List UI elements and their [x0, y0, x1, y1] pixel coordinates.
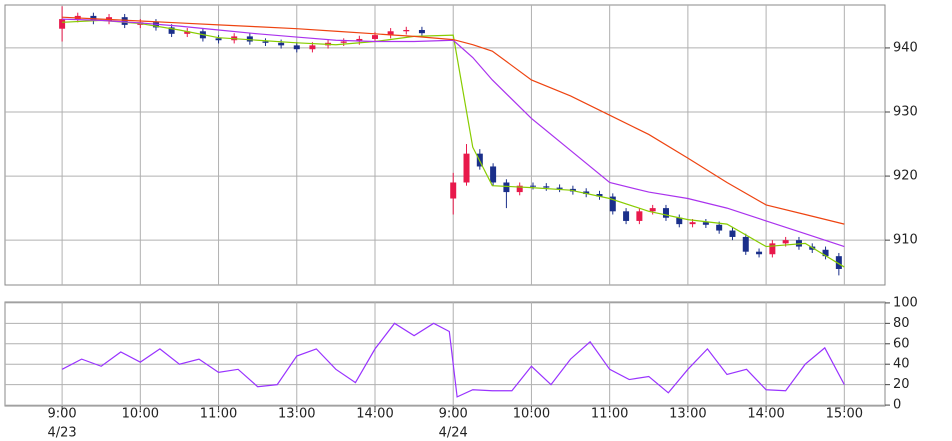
- candle-body: [371, 35, 378, 39]
- candle-body: [262, 41, 269, 43]
- y-tick-label: 20: [893, 377, 910, 392]
- y-tick-label: 930: [893, 105, 918, 120]
- y-tick-label: 80: [893, 316, 910, 331]
- plot-frame: [4, 4, 886, 286]
- candle-body: [623, 211, 630, 221]
- line: [62, 16, 845, 225]
- y-tick-label: 40: [893, 357, 910, 372]
- y-tick-label: 0: [893, 398, 901, 413]
- candle-body: [403, 29, 410, 32]
- candle-body: [756, 251, 763, 255]
- candle-body: [662, 208, 669, 218]
- candle-body: [822, 249, 829, 257]
- candle-body: [450, 182, 457, 199]
- candle-body: [835, 256, 842, 269]
- y-tick-label: 60: [893, 336, 910, 351]
- line: [62, 18, 845, 248]
- candle-body: [543, 186, 550, 188]
- x-tick-label: 9:00: [439, 407, 468, 422]
- line: [62, 19, 845, 268]
- x-tick-label: 14:00: [356, 407, 393, 422]
- candle-body: [742, 236, 749, 252]
- candle-body: [340, 41, 347, 43]
- candle-body: [676, 217, 683, 225]
- x-tick-label: 13:00: [669, 407, 706, 422]
- candle-body: [215, 38, 222, 41]
- x-date-label: 4/23: [48, 426, 77, 441]
- plot-frame: [4, 301, 886, 407]
- candle-body: [503, 182, 510, 193]
- y-tick-label: 940: [893, 40, 918, 55]
- candle-body: [59, 19, 66, 29]
- candle-body: [418, 29, 425, 34]
- candle-body: [490, 166, 497, 183]
- candle-body: [583, 191, 590, 195]
- y-tick-label: 100: [893, 295, 918, 310]
- candle-body: [168, 27, 175, 34]
- line: [61, 322, 845, 398]
- candle-body: [278, 42, 285, 46]
- candle-body: [516, 185, 523, 193]
- candle-body: [609, 196, 616, 212]
- candle-body: [702, 222, 709, 225]
- candle-body: [309, 45, 316, 50]
- x-tick-label: 15:00: [826, 407, 863, 422]
- candle-body: [556, 187, 563, 189]
- x-tick-label: 11:00: [591, 407, 628, 422]
- candle-body: [463, 153, 470, 183]
- x-tick-label: 13:00: [278, 407, 315, 422]
- x-tick-label: 10:00: [122, 407, 159, 422]
- candle-body: [782, 240, 789, 244]
- y-tick-label: 920: [893, 169, 918, 184]
- candle-body: [246, 36, 253, 42]
- candle-body: [649, 208, 656, 212]
- candle-body: [152, 22, 159, 28]
- candle-body: [387, 31, 394, 36]
- candle-body: [729, 230, 736, 237]
- candle-body: [636, 211, 643, 221]
- candle-body: [530, 185, 536, 187]
- candle-body: [293, 45, 300, 50]
- candle-body: [716, 224, 723, 231]
- candle-body: [596, 194, 603, 197]
- y-tick-label: 910: [893, 233, 918, 248]
- x-tick-label: 11:00: [200, 407, 237, 422]
- x-tick-label: 9:00: [48, 407, 77, 422]
- candle-body: [356, 38, 363, 42]
- candle-body: [769, 243, 776, 255]
- candle-body: [689, 222, 696, 225]
- candle-body: [121, 17, 128, 25]
- x-tick-label: 10:00: [513, 407, 550, 422]
- x-date-label: 4/24: [439, 426, 468, 441]
- x-tick-label: 14:00: [747, 407, 784, 422]
- candle-body: [184, 31, 191, 34]
